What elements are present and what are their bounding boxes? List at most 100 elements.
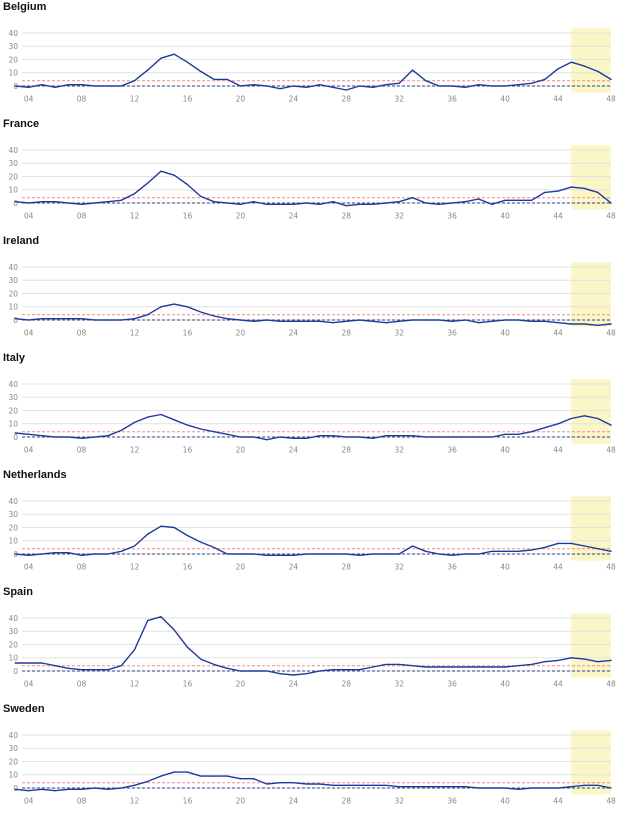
data-point: [398, 320, 400, 322]
x-tick-label: 36: [447, 680, 457, 689]
x-tick-label: 32: [394, 680, 404, 689]
x-tick-label: 36: [447, 329, 457, 338]
data-point: [464, 201, 467, 203]
data-point: [173, 419, 175, 421]
data-point: [385, 84, 387, 86]
data-point: [200, 428, 202, 430]
data-point: [186, 771, 189, 773]
data-point: [557, 190, 559, 192]
data-point: [107, 788, 109, 790]
data-point: [385, 553, 387, 555]
data-point: [332, 669, 334, 671]
x-tick-label: 40: [500, 446, 510, 455]
data-point: [54, 436, 56, 438]
y-tick-label: 30: [8, 510, 18, 519]
x-tick-label: 08: [77, 563, 87, 572]
data-point: [332, 553, 334, 555]
data-point: [94, 202, 96, 204]
y-tick-label: 10: [8, 420, 18, 429]
y-tick-label: 30: [8, 744, 18, 753]
x-tick-label: 08: [77, 329, 87, 338]
data-point: [570, 657, 572, 659]
chart-panel-netherlands: Netherlands40302010004081216202428323640…: [0, 468, 629, 585]
y-tick-label: 40: [8, 497, 18, 506]
data-point: [107, 85, 109, 87]
data-point: [332, 201, 334, 203]
data-point: [107, 553, 109, 555]
data-point: [570, 61, 572, 63]
data-point: [41, 788, 43, 790]
data-point: [253, 201, 255, 203]
data-point: [478, 666, 480, 668]
x-tick-label: 40: [500, 95, 510, 104]
data-point: [226, 318, 228, 320]
data-point: [160, 775, 162, 777]
data-point: [557, 787, 559, 789]
data-point: [200, 775, 202, 777]
data-point: [253, 436, 255, 438]
data-point: [530, 199, 533, 201]
data-point: [94, 319, 96, 321]
x-tick-label: 28: [342, 680, 352, 689]
data-point: [504, 666, 506, 668]
data-point: [358, 203, 361, 205]
data-point: [583, 415, 586, 417]
data-point: [478, 322, 480, 324]
data-point: [14, 553, 16, 555]
data-point: [239, 203, 241, 205]
data-point: [319, 553, 321, 555]
series-line-italy: [14, 413, 612, 441]
x-tick-label: 48: [606, 95, 616, 104]
data-point: [213, 315, 215, 317]
data-point: [80, 84, 83, 86]
y-tick-label: 40: [8, 380, 18, 389]
data-point: [597, 661, 599, 663]
data-point: [41, 201, 43, 203]
data-point: [266, 439, 268, 441]
data-point: [292, 320, 294, 322]
data-point: [28, 202, 30, 204]
data-point: [398, 663, 400, 665]
data-point: [583, 65, 586, 67]
data-point: [41, 318, 43, 320]
data-point: [239, 553, 241, 555]
data-point: [200, 658, 202, 660]
data-point: [279, 554, 281, 556]
data-point: [610, 424, 612, 426]
x-tick-label: 04: [24, 95, 34, 104]
data-point: [517, 199, 519, 201]
data-point: [305, 437, 308, 439]
data-point: [398, 82, 400, 84]
x-tick-label: 24: [289, 797, 299, 806]
data-point: [464, 86, 467, 88]
data-point: [372, 86, 374, 88]
data-point: [491, 666, 493, 668]
x-tick-label: 28: [342, 797, 352, 806]
data-point: [372, 203, 374, 205]
x-tick-label: 16: [183, 680, 193, 689]
y-tick-label: 10: [8, 69, 18, 78]
y-tick-label: 40: [8, 263, 18, 272]
data-point: [292, 85, 294, 87]
data-point: [478, 436, 480, 438]
data-point: [120, 319, 122, 321]
data-point: [411, 545, 414, 547]
data-point: [610, 550, 612, 552]
data-point: [54, 790, 56, 792]
data-point: [120, 85, 122, 87]
data-point: [610, 202, 612, 204]
data-point: [253, 670, 255, 672]
data-point: [438, 203, 440, 205]
data-point: [583, 784, 586, 786]
chart-title: Belgium: [3, 1, 47, 13]
data-point: [28, 319, 30, 321]
y-tick-label: 40: [8, 29, 18, 38]
forecast-highlight: [571, 379, 611, 444]
data-point: [133, 318, 136, 320]
x-tick-label: 44: [553, 212, 563, 221]
data-point: [133, 784, 136, 786]
x-tick-label: 12: [130, 680, 140, 689]
data-point: [464, 786, 467, 788]
x-tick-label: 36: [447, 563, 457, 572]
series-line-belgium: [14, 53, 612, 91]
